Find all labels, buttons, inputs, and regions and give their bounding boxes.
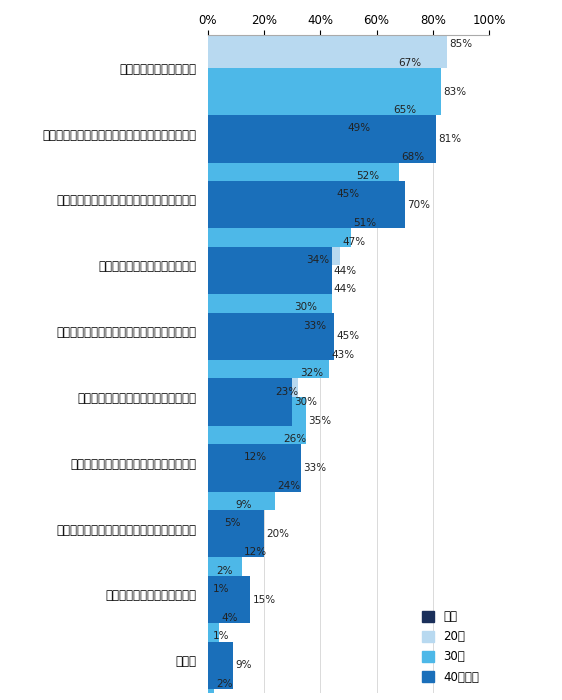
Text: 67%: 67% [398, 57, 422, 68]
Text: 12%: 12% [244, 547, 267, 557]
Bar [208, 20, 447, 68]
Text: 51%: 51% [353, 218, 377, 228]
Text: 32%: 32% [300, 368, 323, 378]
Bar [208, 397, 306, 444]
Text: 9%: 9% [235, 500, 252, 510]
Bar [208, 247, 332, 294]
Text: 30%: 30% [294, 302, 318, 312]
Text: 20%: 20% [266, 528, 289, 539]
Bar [208, 181, 405, 228]
Bar [208, 237, 303, 284]
Bar [208, 313, 334, 360]
Bar [208, 105, 346, 152]
Bar [208, 218, 340, 265]
Text: 2%: 2% [216, 679, 232, 689]
Text: 68%: 68% [401, 153, 424, 162]
Bar [208, 612, 211, 660]
Text: 82%: 82% [441, 0, 464, 2]
Text: 12%: 12% [244, 452, 267, 463]
Text: 65%: 65% [393, 105, 416, 115]
Bar [208, 116, 436, 162]
Bar [208, 68, 441, 116]
Text: 2%: 2% [216, 566, 232, 575]
Text: 85%: 85% [449, 39, 472, 49]
Bar [208, 576, 250, 623]
Bar [208, 134, 399, 181]
Text: 47%: 47% [342, 237, 365, 246]
Bar [208, 566, 211, 612]
Bar [208, 331, 329, 379]
Bar [208, 660, 214, 700]
Legend: 全体, 20代, 30代, 40代以上: 全体, 20代, 30代, 40代以上 [419, 607, 483, 687]
Bar [208, 415, 281, 463]
Text: 5%: 5% [224, 518, 241, 528]
Bar [208, 594, 219, 642]
Text: 4%: 4% [221, 613, 238, 623]
Bar [208, 265, 332, 313]
Bar [208, 152, 354, 200]
Text: 35%: 35% [309, 416, 332, 426]
Text: 81%: 81% [438, 134, 461, 144]
Text: 23%: 23% [275, 386, 298, 397]
Text: 34%: 34% [306, 255, 329, 265]
Bar [208, 171, 334, 218]
Text: 83%: 83% [443, 87, 466, 97]
Bar [208, 481, 233, 528]
Bar [208, 0, 438, 20]
Bar [208, 500, 222, 547]
Bar [208, 434, 242, 481]
Text: 30%: 30% [294, 397, 318, 407]
Bar [208, 642, 233, 689]
Text: 52%: 52% [356, 171, 379, 181]
Text: 44%: 44% [334, 265, 357, 276]
Text: 9%: 9% [235, 660, 252, 671]
Bar [208, 284, 292, 331]
Text: 33%: 33% [303, 321, 326, 331]
Text: 70%: 70% [407, 199, 430, 210]
Bar [208, 302, 301, 349]
Bar [208, 349, 298, 397]
Text: 15%: 15% [252, 594, 275, 605]
Bar [208, 444, 301, 491]
Text: 45%: 45% [337, 189, 360, 199]
Text: 45%: 45% [337, 331, 360, 342]
Bar [208, 547, 214, 594]
Bar [208, 199, 351, 247]
Bar [208, 528, 242, 576]
Text: 1%: 1% [213, 584, 229, 594]
Text: 49%: 49% [348, 123, 371, 134]
Text: 43%: 43% [331, 350, 354, 360]
Bar [208, 463, 275, 510]
Text: 26%: 26% [283, 434, 306, 444]
Bar [208, 86, 391, 134]
Text: 24%: 24% [278, 482, 301, 491]
Text: 44%: 44% [334, 284, 357, 294]
Bar [208, 39, 396, 86]
Text: 33%: 33% [303, 463, 326, 473]
Bar [208, 368, 273, 415]
Bar [208, 510, 264, 557]
Bar [208, 379, 292, 426]
Text: 1%: 1% [213, 631, 229, 641]
